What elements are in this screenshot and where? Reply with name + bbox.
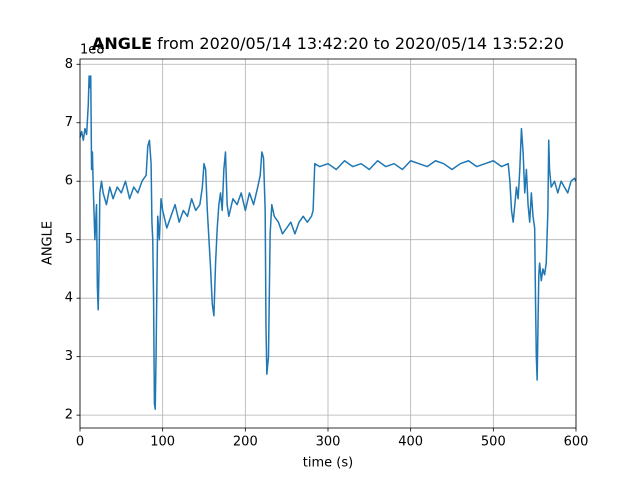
chart-title: ANGLE from 2020/05/14 13:42:20 to 2020/0… — [92, 34, 564, 53]
data-line — [79, 75, 577, 411]
y-tick-label: 3 — [65, 349, 73, 364]
offset-label: 1e8 — [80, 43, 105, 58]
y-tick-label: 6 — [65, 174, 73, 189]
x-tick-label: 0 — [76, 435, 84, 450]
x-tick-label: 400 — [398, 435, 423, 450]
title-rest: from 2020/05/14 13:42:20 to 2020/05/14 1… — [157, 34, 564, 53]
y-tick-label: 7 — [65, 115, 73, 130]
x-axis-label: time (s) — [303, 456, 353, 471]
x-tick-label: 100 — [150, 435, 175, 450]
x-tick-label: 600 — [564, 435, 589, 450]
y-tick-label: 4 — [65, 291, 73, 306]
x-tick-label: 300 — [316, 435, 341, 450]
y-tick-label: 5 — [65, 232, 73, 247]
y-axis-label: ANGLE — [41, 221, 56, 265]
y-tick-label: 2 — [65, 408, 73, 423]
y-tick-label: 8 — [65, 57, 73, 72]
plot-frame — [79, 58, 577, 429]
title-bold: ANGLE — [92, 34, 152, 53]
x-tick-label: 500 — [481, 435, 506, 450]
x-tick-label: 200 — [233, 435, 258, 450]
